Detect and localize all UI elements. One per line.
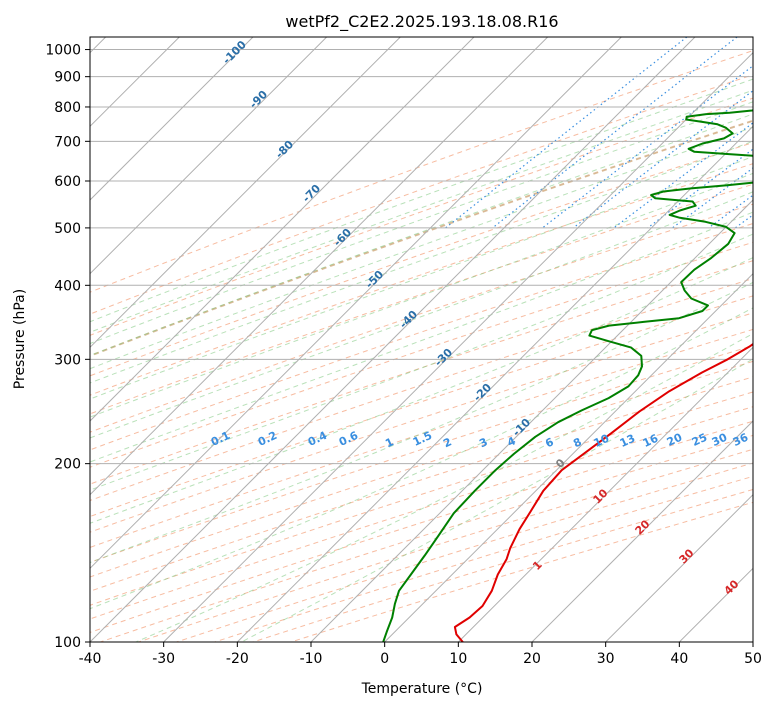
mixing-ratio-label: 10 xyxy=(592,432,612,450)
y-tick-label: 500 xyxy=(54,221,81,237)
isotherm-line xyxy=(90,37,328,275)
dry-adiabat-line xyxy=(90,345,753,563)
isotherm-line xyxy=(90,37,549,496)
moist-adiabat-line xyxy=(90,281,753,564)
isotherm-line xyxy=(384,272,753,642)
mixing-ratio-line xyxy=(492,37,738,229)
moist-adiabat-line xyxy=(90,113,753,357)
y-tick-label: 1000 xyxy=(45,43,81,59)
isotherm-line xyxy=(531,420,753,642)
temperature-profile-line xyxy=(453,342,753,642)
x-tick-label: -10 xyxy=(300,651,323,667)
isotherm-line xyxy=(163,51,753,642)
isotherm-line xyxy=(310,199,753,642)
y-tick-label: 800 xyxy=(54,100,81,116)
isotherm-line xyxy=(90,37,475,422)
isotherm-line xyxy=(605,493,753,642)
mixing-ratio-label: 36 xyxy=(731,431,751,449)
moist-adiabat-line xyxy=(90,101,753,345)
y-tick-label: 300 xyxy=(54,352,81,368)
moist-adiabat-line xyxy=(90,126,753,370)
x-tick-label: 20 xyxy=(523,651,541,667)
x-tick-label: 40 xyxy=(670,651,688,667)
mixing-ratio-label: 30 xyxy=(710,431,730,449)
dry-adiabat-line xyxy=(90,141,753,377)
y-tick-label: 600 xyxy=(54,174,81,190)
dry-adiabat-line xyxy=(90,260,753,485)
mixing-ratio-label: 13 xyxy=(618,432,637,450)
x-tick-label: -30 xyxy=(152,651,175,667)
isotherm-line xyxy=(90,37,622,570)
moist-adiabat-line xyxy=(90,211,753,463)
x-tick-label: 50 xyxy=(744,651,762,667)
dry-adiabat-line xyxy=(90,241,753,468)
isotherm-line xyxy=(90,37,401,349)
x-tick-label: 10 xyxy=(449,651,467,667)
y-tick-label: 200 xyxy=(54,457,81,473)
mixing-ratio-line xyxy=(572,89,753,229)
isotherm-line xyxy=(90,37,696,642)
mixing-ratio-label: 16 xyxy=(641,432,661,450)
profile-series xyxy=(382,109,753,642)
moist-adiabat-line xyxy=(241,358,753,642)
chart-title: wetPf2_C2E2.2025.193.18.08.R16 xyxy=(285,12,558,32)
moist-adiabat-line xyxy=(90,233,753,491)
y-tick-label: 900 xyxy=(54,70,81,86)
x-axis-label: Temperature (°C) xyxy=(361,681,483,697)
isobars xyxy=(90,49,753,642)
moist-adiabat-line xyxy=(90,307,753,610)
dry-adiabat-line xyxy=(90,50,753,293)
y-axis-ticks: 100 200 300 400 500 600 700 800 900 1000 xyxy=(45,43,90,651)
y-axis-label: Pressure (hPa) xyxy=(12,289,28,389)
x-tick-label: -40 xyxy=(79,651,102,667)
isotherm-line xyxy=(236,125,753,642)
dewpoint-profile-line xyxy=(382,109,753,642)
mixing-ratio-line xyxy=(647,148,753,229)
x-tick-label: -20 xyxy=(226,651,249,667)
moist-adiabat-line xyxy=(90,156,753,400)
mixing-ratio-line xyxy=(445,37,688,229)
dry-adiabat-line xyxy=(90,203,753,433)
dry-adiabat-line xyxy=(90,295,753,518)
moist-adiabat-line xyxy=(90,89,753,333)
y-tick-label: 400 xyxy=(54,278,81,294)
mixing-ratio-label: 20 xyxy=(665,431,685,449)
x-tick-label: 0 xyxy=(380,651,389,667)
dry-adiabat-line xyxy=(90,312,753,533)
dry-adiabat-line xyxy=(90,391,753,606)
x-axis-ticks: -40 -30 -20 -10 0 10 20 30 40 50 xyxy=(79,642,762,667)
plot-frame xyxy=(89,36,754,643)
isotherm-line xyxy=(90,37,254,201)
x-tick-label: 30 xyxy=(597,651,615,667)
isotherm-line xyxy=(457,346,753,642)
mixing-ratio-label: 25 xyxy=(690,431,709,449)
isotherms xyxy=(90,37,753,642)
y-tick-label: 100 xyxy=(54,635,81,651)
dry-adiabat-line xyxy=(90,74,753,315)
y-tick-label: 700 xyxy=(54,134,81,150)
